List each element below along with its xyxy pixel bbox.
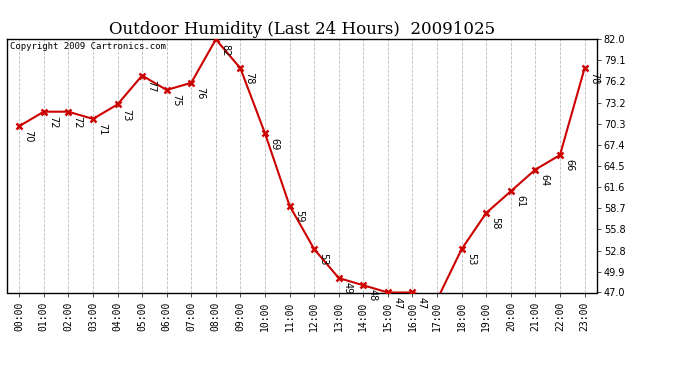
Text: 58: 58 <box>491 217 500 229</box>
Text: 73: 73 <box>121 109 132 121</box>
Text: 72: 72 <box>48 116 58 128</box>
Text: 77: 77 <box>146 80 156 92</box>
Text: Copyright 2009 Cartronics.com: Copyright 2009 Cartronics.com <box>10 42 166 51</box>
Text: 70: 70 <box>23 130 33 143</box>
Text: 59: 59 <box>294 210 304 222</box>
Text: 48: 48 <box>368 290 377 302</box>
Text: 75: 75 <box>171 94 181 106</box>
Text: 53: 53 <box>466 253 476 266</box>
Text: 46: 46 <box>0 374 1 375</box>
Text: 82: 82 <box>220 44 230 56</box>
Text: 47: 47 <box>417 297 426 309</box>
Text: 69: 69 <box>269 138 279 150</box>
Text: 76: 76 <box>195 87 206 99</box>
Text: 71: 71 <box>97 123 107 135</box>
Text: 78: 78 <box>244 72 255 85</box>
Text: 72: 72 <box>72 116 83 128</box>
Text: 61: 61 <box>515 195 525 208</box>
Text: 64: 64 <box>540 174 549 186</box>
Title: Outdoor Humidity (Last 24 Hours)  20091025: Outdoor Humidity (Last 24 Hours) 2009102… <box>109 21 495 38</box>
Text: 49: 49 <box>343 282 353 294</box>
Text: 47: 47 <box>392 297 402 309</box>
Text: 66: 66 <box>564 159 574 171</box>
Text: 53: 53 <box>318 253 328 266</box>
Text: 78: 78 <box>589 72 599 85</box>
